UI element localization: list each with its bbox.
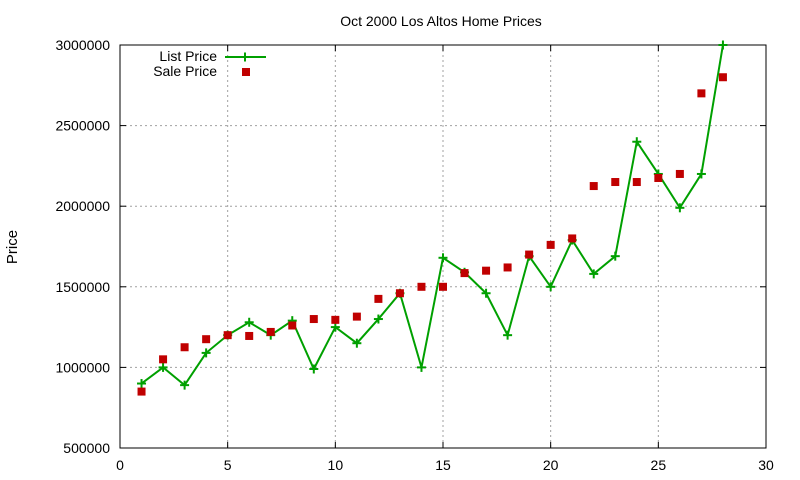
list-price-point [589, 269, 599, 279]
sale-price-point [202, 335, 211, 344]
list-price-point [610, 251, 620, 261]
sale-price-point [503, 263, 512, 272]
list-price-point [180, 380, 190, 390]
x-tick-label: 0 [116, 457, 124, 473]
y-tick-label: 2000000 [55, 198, 110, 214]
legend-marker-list-price [240, 52, 250, 62]
y-tick-label: 2500000 [55, 118, 110, 134]
sale-price-point [417, 282, 426, 291]
sale-price-point [245, 331, 254, 340]
y-tick-label: 1000000 [55, 359, 110, 375]
x-tick-label: 20 [543, 457, 559, 473]
y-axis-label: Price [4, 230, 21, 264]
sale-price-point [611, 178, 620, 187]
list-price-point [503, 330, 513, 340]
axis-ticks: 0 5 10 15 20 25 30 500000 1000000 1500000 2000000 2… [55, 37, 774, 473]
list-price-point [438, 253, 448, 263]
sale-price-point [223, 331, 232, 340]
list-price-point [546, 282, 556, 292]
sale-price-point [654, 173, 663, 182]
sale-price-point [482, 266, 491, 275]
legend-label-sale-price: Sale Price [153, 63, 217, 79]
list-price-point [696, 169, 706, 179]
legend-plus-glyph [240, 52, 250, 62]
sale-price-point [137, 387, 146, 396]
sale-price-point [309, 315, 318, 324]
list-price-point [137, 379, 147, 389]
legend-marker-sale-price [242, 68, 250, 76]
sale-price-point [697, 89, 706, 98]
x-tick-label: 5 [224, 457, 232, 473]
legend-label-list-price: List Price [159, 48, 217, 64]
list-price-point [158, 362, 168, 372]
list-price-point [416, 362, 426, 372]
sale-price-point [589, 182, 598, 191]
list-price-point [481, 288, 491, 298]
sale-price-point [266, 327, 275, 336]
grid-lines [120, 45, 766, 448]
y-tick-label: 1500000 [55, 279, 110, 295]
list-price-point [244, 317, 254, 327]
sale-price-point [352, 312, 361, 321]
sale-price-point [159, 355, 168, 364]
sale-price-point [525, 250, 534, 259]
sale-price-point [546, 240, 555, 249]
sale-price-point [395, 289, 404, 298]
legend: List Price Sale Price [153, 48, 266, 79]
sale-price-point [180, 343, 189, 352]
y-tick-label: 3000000 [55, 37, 110, 53]
data-series [137, 40, 728, 396]
sale-price-point [331, 315, 340, 324]
list-price-point [675, 203, 685, 213]
sale-price-point [632, 178, 641, 187]
chart-title: Oct 2000 Los Altos Home Prices [340, 13, 542, 29]
x-tick-label: 10 [328, 457, 344, 473]
list-price-point [718, 40, 728, 50]
sale-price-point [374, 294, 383, 303]
list-price-point [330, 322, 340, 332]
y-tick-label: 500000 [63, 440, 110, 456]
sale-price-point [288, 321, 297, 330]
sale-price-point [460, 269, 469, 278]
list-price-point [373, 314, 383, 324]
list-price-point [201, 348, 211, 358]
list-price-point [352, 338, 362, 348]
sale-price-point [439, 282, 447, 291]
sale-price-point [568, 234, 577, 243]
list-price-point [309, 364, 319, 374]
x-tick-label: 30 [758, 457, 774, 473]
list-price-point [632, 137, 642, 147]
x-tick-label: 15 [435, 457, 451, 473]
x-tick-label: 25 [651, 457, 667, 473]
sale-price-point [718, 73, 727, 82]
list-price-line [140, 44, 724, 387]
sale-price-point [675, 169, 684, 178]
